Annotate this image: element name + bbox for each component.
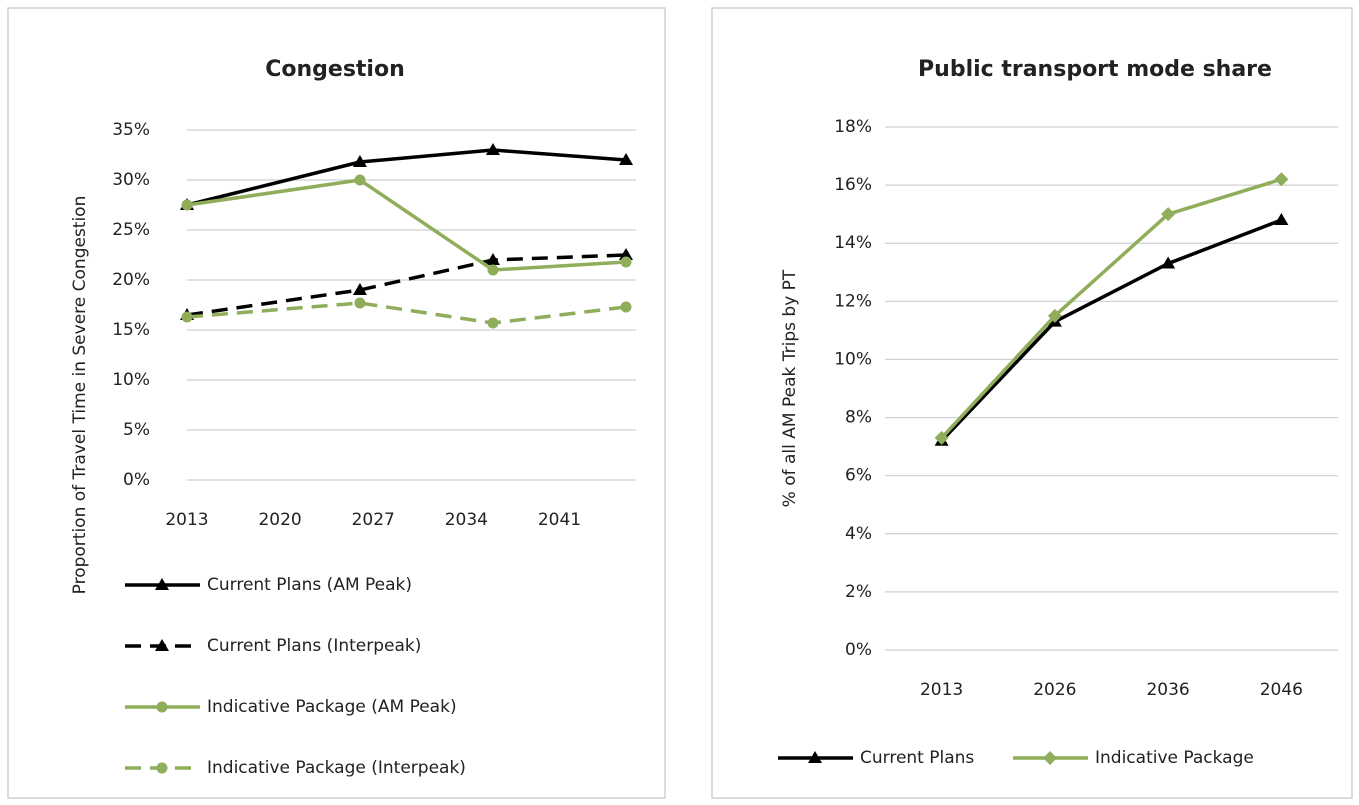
- series-line: [940, 177, 1282, 440]
- series-line: [940, 218, 1283, 443]
- y-tick-label: 25%: [112, 220, 150, 240]
- y-axis-label: % of all AM Peak Trips by PT: [780, 269, 800, 507]
- y-tick-label: 6%: [845, 466, 872, 486]
- y-tick-label: 20%: [112, 270, 150, 290]
- chart-title: Public transport mode share: [918, 57, 1272, 82]
- y-tick-label: 35%: [112, 120, 150, 140]
- x-tick-label: 2027: [352, 510, 395, 530]
- marker: [934, 430, 949, 445]
- x-tick-label: 2013: [920, 680, 963, 700]
- marker: [1161, 207, 1176, 222]
- marker: [181, 199, 193, 211]
- legend-label: Indicative Package (AM Peak): [207, 697, 457, 717]
- marker: [181, 311, 193, 323]
- y-tick-label: 10%: [112, 370, 150, 390]
- marker: [1161, 256, 1176, 269]
- marker: [487, 317, 499, 329]
- panel: [7, 7, 666, 799]
- y-tick-label: 30%: [112, 170, 150, 190]
- marker: [620, 256, 632, 268]
- x-tick-label: 2013: [165, 510, 208, 530]
- y-tick-label: 18%: [834, 117, 872, 137]
- marker: [1047, 308, 1062, 323]
- series-line: [186, 148, 627, 207]
- y-tick-label: 10%: [834, 349, 872, 369]
- marker: [619, 248, 633, 260]
- legend-marker: [808, 751, 822, 763]
- legend-label: Indicative Package (Interpeak): [207, 758, 466, 778]
- marker: [352, 155, 367, 167]
- marker: [354, 174, 366, 186]
- y-tick-label: 14%: [834, 233, 872, 253]
- y-tick-label: 4%: [845, 524, 872, 544]
- series-line: [186, 253, 627, 317]
- chart-title: Congestion: [265, 57, 405, 82]
- legend-marker: [1043, 751, 1057, 765]
- legend-label: Current Plans (AM Peak): [207, 575, 412, 595]
- y-tick-label: 8%: [845, 408, 872, 428]
- y-tick-label: 0%: [123, 470, 150, 490]
- marker: [1274, 212, 1289, 225]
- y-tick-label: 0%: [845, 640, 872, 660]
- x-tick-label: 2041: [538, 510, 581, 530]
- legend-label: Indicative Package: [1095, 748, 1254, 768]
- series-line: [186, 178, 627, 272]
- y-tick-label: 2%: [845, 582, 872, 602]
- legend-marker: [156, 762, 168, 774]
- marker: [354, 297, 366, 309]
- y-tick-label: 16%: [834, 175, 872, 195]
- x-tick-label: 2046: [1260, 680, 1303, 700]
- x-tick-label: 2020: [258, 510, 301, 530]
- marker: [485, 143, 500, 155]
- y-tick-label: 5%: [123, 420, 150, 440]
- x-tick-label: 2036: [1146, 680, 1189, 700]
- marker: [1274, 172, 1289, 187]
- legend-marker: [156, 701, 168, 713]
- y-tick-label: 12%: [834, 291, 872, 311]
- y-tick-label: 15%: [112, 320, 150, 340]
- panel: [711, 7, 1353, 799]
- series-line: [186, 301, 627, 325]
- legend-label: Current Plans (Interpeak): [207, 636, 421, 656]
- x-tick-label: 2034: [445, 510, 488, 530]
- marker: [620, 301, 632, 313]
- legend-marker: [155, 578, 169, 590]
- legend-label: Current Plans: [860, 748, 974, 768]
- y-axis-label: Proportion of Travel Time in Severe Cong…: [70, 196, 90, 595]
- legend-marker: [155, 639, 169, 651]
- marker: [352, 283, 367, 295]
- x-tick-label: 2026: [1033, 680, 1076, 700]
- marker: [487, 264, 499, 276]
- marker: [619, 153, 633, 165]
- marker: [485, 253, 500, 265]
